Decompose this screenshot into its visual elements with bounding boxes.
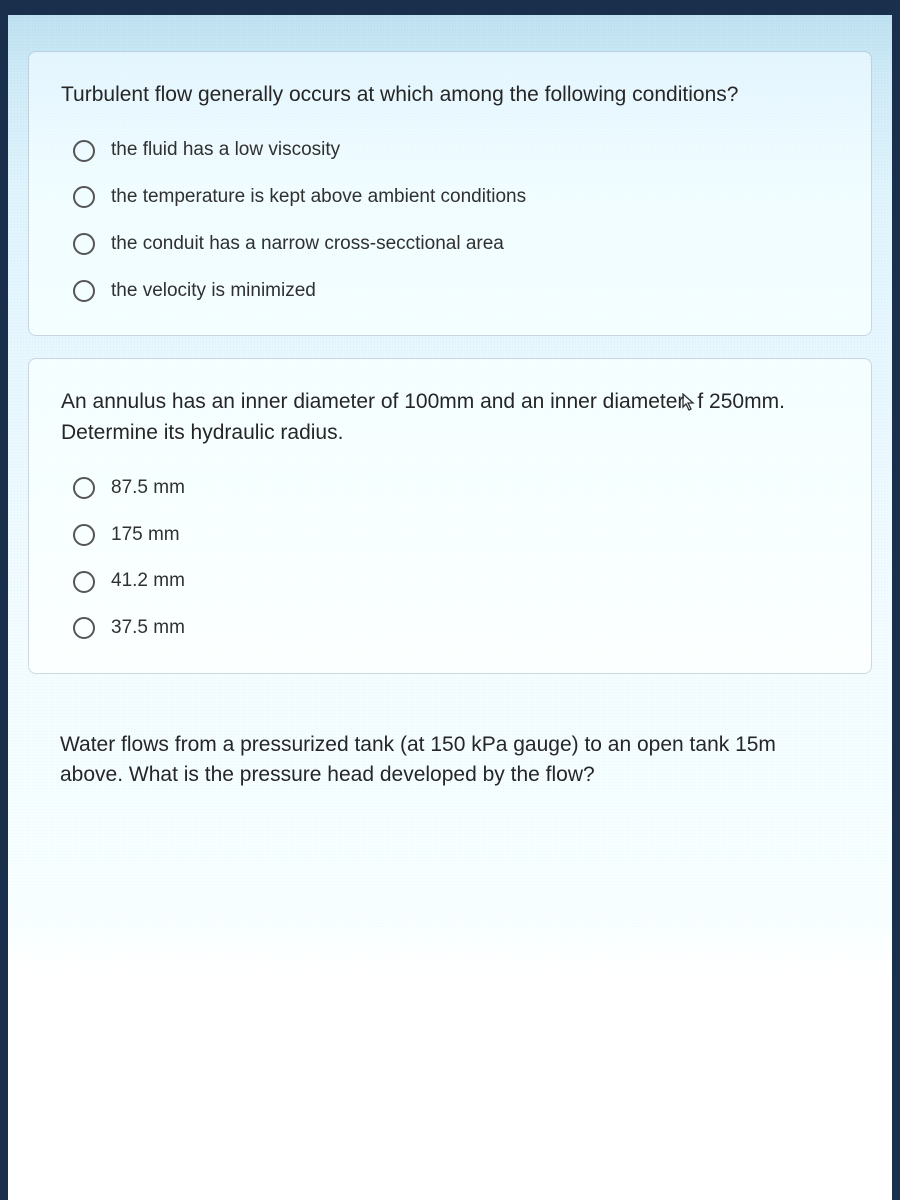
radio-icon[interactable] — [73, 233, 95, 255]
radio-icon[interactable] — [73, 280, 95, 302]
radio-icon[interactable] — [73, 524, 95, 546]
question-prompt: Turbulent flow generally occurs at which… — [61, 80, 839, 110]
option-row[interactable]: the velocity is minimized — [73, 279, 839, 304]
option-label: 37.5 mm — [111, 616, 185, 641]
cursor-icon — [681, 387, 697, 417]
page-background: Turbulent flow generally occurs at which… — [8, 15, 892, 1200]
option-row[interactable]: 175 mm — [73, 523, 839, 548]
option-row[interactable]: 37.5 mm — [73, 616, 839, 641]
option-row[interactable]: the conduit has a narrow cross-secctiona… — [73, 232, 839, 257]
question-card-3: Water flows from a pressurized tank (at … — [28, 702, 872, 829]
radio-icon[interactable] — [73, 477, 95, 499]
radio-icon[interactable] — [73, 140, 95, 162]
question-card-1: Turbulent flow generally occurs at which… — [28, 51, 872, 336]
radio-icon[interactable] — [73, 617, 95, 639]
radio-icon[interactable] — [73, 571, 95, 593]
option-row[interactable]: the fluid has a low viscosity — [73, 138, 839, 163]
question-prompt: Water flows from a pressurized tank (at … — [60, 730, 840, 791]
option-label: the temperature is kept above ambient co… — [111, 185, 526, 210]
option-label: 175 mm — [111, 523, 180, 548]
content-wrapper: Turbulent flow generally occurs at which… — [8, 15, 892, 1200]
radio-icon[interactable] — [73, 186, 95, 208]
option-label: 41.2 mm — [111, 569, 185, 594]
option-row[interactable]: the temperature is kept above ambient co… — [73, 185, 839, 210]
options-list: 87.5 mm 175 mm 41.2 mm 37.5 mm — [61, 476, 839, 641]
option-label: 87.5 mm — [111, 476, 185, 501]
option-row[interactable]: 41.2 mm — [73, 569, 839, 594]
option-label: the velocity is minimized — [111, 279, 316, 304]
prompt-part: An annulus has an inner diameter of 100m… — [61, 390, 684, 413]
option-label: the fluid has a low viscosity — [111, 138, 340, 163]
question-prompt: An annulus has an inner diameter of 100m… — [61, 387, 839, 448]
options-list: the fluid has a low viscosity the temper… — [61, 138, 839, 303]
option-label: the conduit has a narrow cross-secctiona… — [111, 232, 504, 257]
option-row[interactable]: 87.5 mm — [73, 476, 839, 501]
question-card-2: An annulus has an inner diameter of 100m… — [28, 358, 872, 674]
